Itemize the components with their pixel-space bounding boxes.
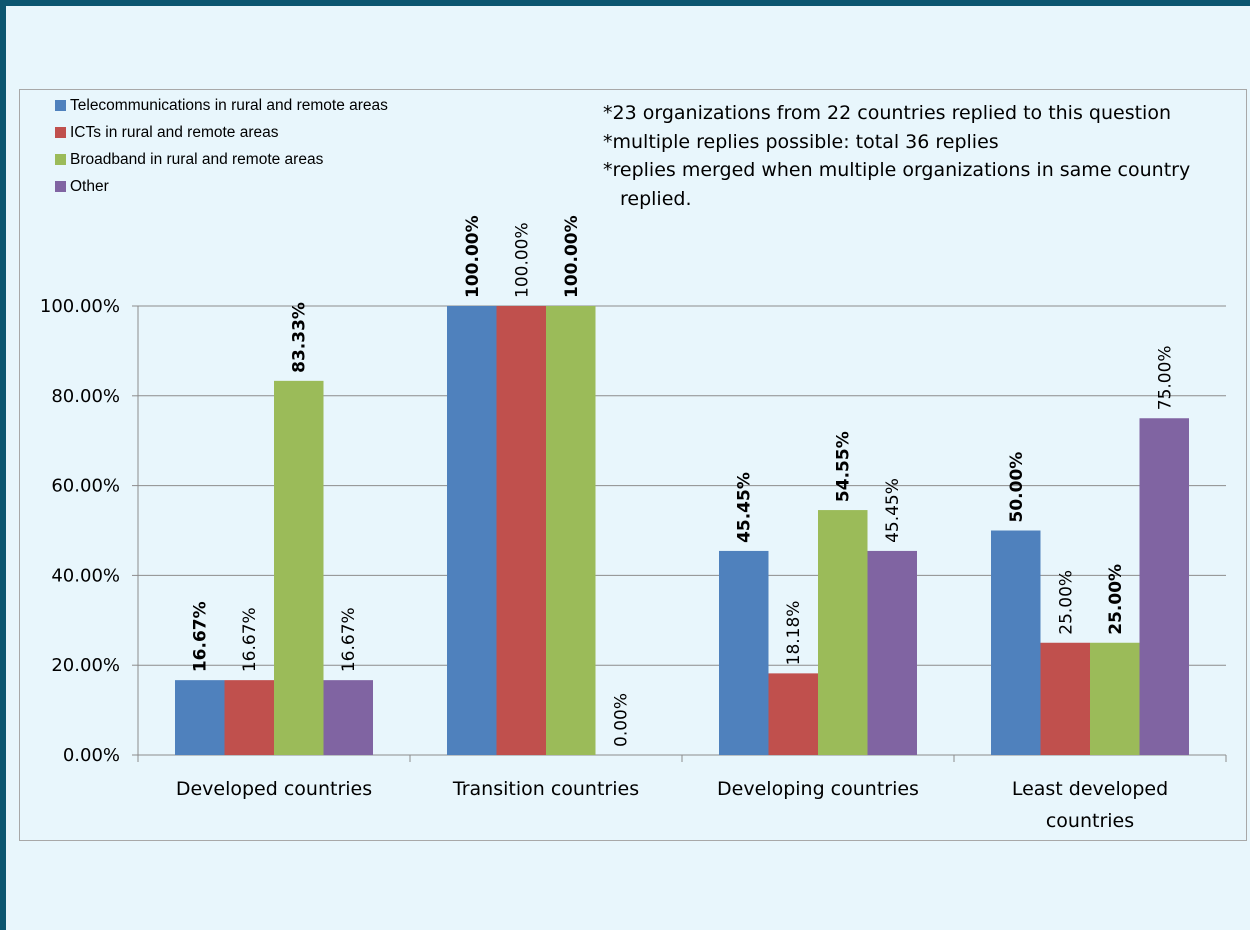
bar [991,530,1041,755]
bar [175,680,225,755]
data-label: 0.00% [611,693,631,747]
data-label: 100.00% [463,215,483,298]
bar [546,306,596,755]
data-label: 83.33% [290,302,310,373]
y-tick-label: 100.00% [40,296,120,317]
data-label: 100.00% [512,222,532,298]
bars [175,306,1189,755]
y-tick-label: 80.00% [51,386,120,407]
bar [496,306,546,755]
y-tick-label: 0.00% [63,745,120,766]
note-replies-merged: *replies merged when multiple organizati… [603,159,1191,210]
y-tick-label: 20.00% [51,655,120,676]
axes: 0.00% 20.00% 40.00% 60.00% 80.00% 100.00% Deve… [40,296,1227,832]
legend-item-other: Other [55,173,388,200]
bar [867,550,917,755]
x-category-label: Least developed countries [1012,778,1168,832]
data-label: 25.00% [1106,564,1126,635]
legend-swatch-other [55,181,66,192]
bar [768,673,818,755]
data-label: 100.00% [562,215,582,298]
bar [719,550,769,755]
note-multiple-replies: *multiple replies possible: total 36 rep… [603,130,999,153]
data-label: 54.55% [834,431,854,502]
legend-label-broadband: Broadband in rural and remote areas [70,150,324,168]
x-category-label: Developing countries [717,778,919,800]
legend-label-telecom: Telecommunications in rural and remote a… [70,96,388,114]
legend-item-telecom: Telecommunications in rural and remote a… [55,92,388,119]
y-tick-label: 40.00% [51,565,120,586]
note-organizations: *23 organizations from 22 countries repl… [603,102,1171,124]
data-label: 50.00% [1007,452,1027,523]
chart-area-border [19,89,1247,841]
data-label: 18.18% [784,601,804,666]
data-label: 75.00% [1155,345,1175,410]
x-category-label: Developed countries [176,778,372,800]
legend-swatch-icts [55,127,66,138]
legend-swatch-telecom [55,100,66,111]
bar [818,510,868,755]
bar [323,680,373,755]
x-category-label: Transition countries [452,778,639,800]
legend-item-icts: ICTs in rural and remote areas [55,119,388,146]
chart-notes: *23 organizations from 22 countries repl… [603,99,1233,213]
data-label: 45.45% [883,478,903,543]
data-labels: 16.67% 100.00% 45.45% 50.00% 16.67% 100.00% 18… [191,215,1176,747]
data-label: 16.67% [240,607,260,672]
bar [274,380,324,755]
y-tick-label: 60.00% [51,476,120,497]
data-label: 45.45% [735,472,755,543]
bar [1090,642,1140,755]
legend: Telecommunications in rural and remote a… [55,92,388,200]
bar [224,680,274,755]
legend-label-icts: ICTs in rural and remote areas [70,123,279,141]
bar [1139,418,1189,755]
legend-label-other: Other [70,177,109,195]
legend-swatch-broadband [55,154,66,165]
bar [447,306,497,755]
legend-item-broadband: Broadband in rural and remote areas [55,146,388,173]
data-label: 16.67% [339,607,359,672]
bar [1040,642,1090,755]
data-label: 25.00% [1056,570,1076,635]
data-label: 16.67% [191,601,211,672]
